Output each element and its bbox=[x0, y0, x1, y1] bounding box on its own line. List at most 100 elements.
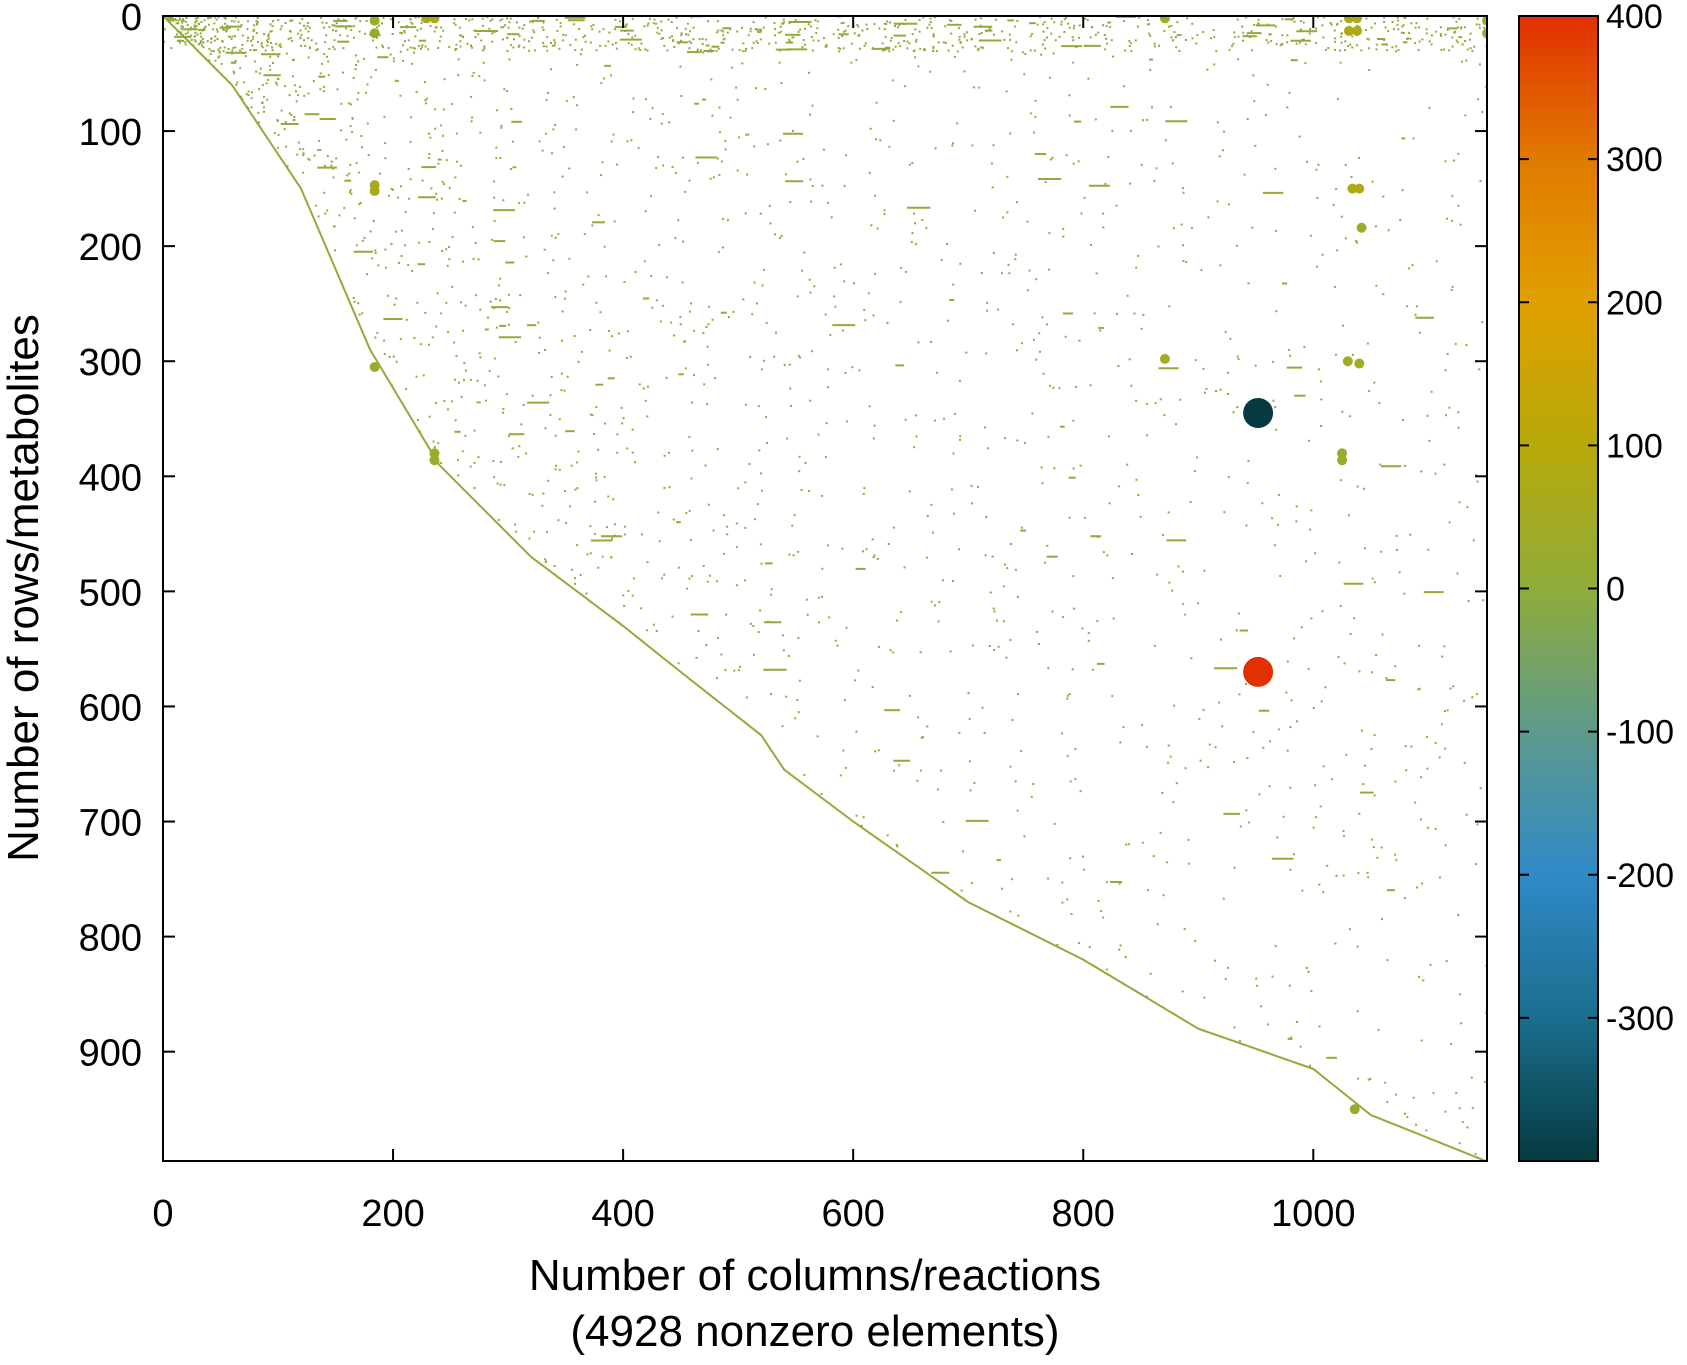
nonzero-point bbox=[547, 479, 550, 482]
nonzero-point bbox=[623, 533, 626, 536]
nonzero-point bbox=[1429, 964, 1432, 966]
nonzero-point bbox=[545, 99, 548, 102]
nonzero-point bbox=[966, 39, 969, 42]
nonzero-point bbox=[646, 24, 649, 27]
nonzero-point bbox=[717, 29, 720, 32]
nonzero-point bbox=[506, 50, 509, 52]
nonzero-point bbox=[1438, 756, 1441, 759]
nonzero-point bbox=[546, 531, 548, 534]
nonzero-point bbox=[1266, 83, 1269, 86]
nonzero-point bbox=[1135, 478, 1138, 481]
nonzero-point bbox=[478, 352, 481, 355]
nonzero-point bbox=[1307, 970, 1310, 973]
nonzero-point bbox=[724, 148, 727, 151]
nonzero-point bbox=[460, 395, 463, 398]
nonzero-point bbox=[267, 37, 270, 40]
nonzero-point bbox=[499, 483, 502, 486]
nonzero-point bbox=[267, 33, 270, 36]
nonzero-point bbox=[656, 26, 659, 29]
nonzero-point bbox=[663, 487, 666, 489]
nonzero-point bbox=[538, 336, 541, 339]
nonzero-point bbox=[1125, 843, 1128, 846]
nonzero-point bbox=[407, 264, 410, 266]
nonzero-point bbox=[271, 46, 274, 49]
nonzero-point bbox=[1062, 227, 1065, 230]
nonzero-point bbox=[1329, 22, 1332, 24]
nonzero-point bbox=[386, 294, 389, 297]
nonzero-point bbox=[1041, 43, 1044, 46]
nonzero-point bbox=[762, 26, 765, 29]
nonzero-point bbox=[616, 433, 619, 436]
nonzero-point bbox=[1286, 106, 1289, 109]
nonzero-point bbox=[308, 158, 311, 161]
nonzero-point bbox=[1008, 33, 1011, 36]
nonzero-point bbox=[1448, 521, 1451, 524]
nonzero-point bbox=[985, 352, 988, 355]
nonzero-point bbox=[1229, 337, 1232, 340]
nonzero-point bbox=[269, 23, 272, 26]
nonzero-point bbox=[932, 45, 935, 48]
nonzero-point bbox=[1108, 435, 1110, 438]
nonzero-point bbox=[689, 30, 691, 33]
nonzero-point bbox=[1334, 40, 1336, 43]
nonzero-point bbox=[895, 843, 898, 846]
nonzero-point bbox=[399, 94, 402, 97]
nonzero-point bbox=[352, 76, 355, 79]
nonzero-point bbox=[295, 100, 298, 103]
nonzero-point bbox=[235, 83, 238, 86]
nonzero-point bbox=[1383, 20, 1386, 23]
nonzero-point bbox=[1417, 688, 1420, 691]
nonzero-point bbox=[1084, 17, 1087, 20]
nonzero-point bbox=[932, 35, 935, 38]
nonzero-point bbox=[480, 39, 483, 42]
nonzero-point bbox=[464, 434, 467, 437]
nonzero-point bbox=[1183, 927, 1186, 930]
nonzero-point bbox=[240, 24, 243, 26]
nonzero-point bbox=[956, 50, 959, 53]
nonzero-point bbox=[562, 33, 565, 36]
nonzero-point bbox=[253, 49, 255, 52]
nonzero-point bbox=[1219, 264, 1222, 267]
nonzero-point bbox=[1387, 30, 1390, 33]
nonzero-point bbox=[396, 79, 399, 82]
nonzero-point bbox=[239, 49, 242, 52]
nonzero-point bbox=[448, 187, 451, 190]
nonzero-point bbox=[263, 95, 265, 98]
nonzero-point bbox=[911, 161, 914, 164]
plot-background bbox=[163, 16, 1487, 1161]
nonzero-point bbox=[586, 553, 589, 556]
nonzero-point bbox=[434, 127, 437, 130]
nonzero-point bbox=[797, 636, 800, 639]
nonzero-point bbox=[1202, 31, 1205, 33]
nonzero-point bbox=[742, 42, 745, 45]
nonzero-point bbox=[1391, 21, 1394, 23]
nonzero-point bbox=[350, 192, 353, 195]
nonzero-point bbox=[568, 167, 571, 170]
nonzero-point bbox=[1471, 696, 1474, 699]
nonzero-point bbox=[1434, 827, 1437, 830]
min-value-point bbox=[1243, 398, 1274, 429]
nonzero-point bbox=[1103, 34, 1106, 36]
nonzero-point bbox=[1339, 605, 1342, 607]
nonzero-point bbox=[1465, 344, 1468, 347]
nonzero-point-medium bbox=[1349, 1104, 1360, 1115]
nonzero-point bbox=[978, 86, 981, 89]
nonzero-point bbox=[296, 153, 299, 156]
nonzero-point bbox=[992, 33, 995, 36]
nonzero-point bbox=[358, 203, 361, 206]
nonzero-point bbox=[749, 27, 752, 30]
nonzero-point bbox=[446, 264, 449, 267]
nonzero-point bbox=[323, 191, 326, 194]
nonzero-point bbox=[473, 429, 476, 432]
nonzero-point bbox=[270, 41, 272, 44]
nonzero-point bbox=[774, 34, 776, 37]
nonzero-point bbox=[570, 464, 573, 467]
nonzero-point bbox=[257, 40, 259, 43]
nonzero-point bbox=[608, 349, 611, 352]
nonzero-point bbox=[919, 769, 922, 772]
nonzero-point bbox=[525, 452, 528, 455]
nonzero-point bbox=[827, 201, 829, 204]
nonzero-point bbox=[952, 580, 954, 582]
nonzero-point bbox=[804, 462, 807, 464]
nonzero-point bbox=[263, 110, 265, 113]
